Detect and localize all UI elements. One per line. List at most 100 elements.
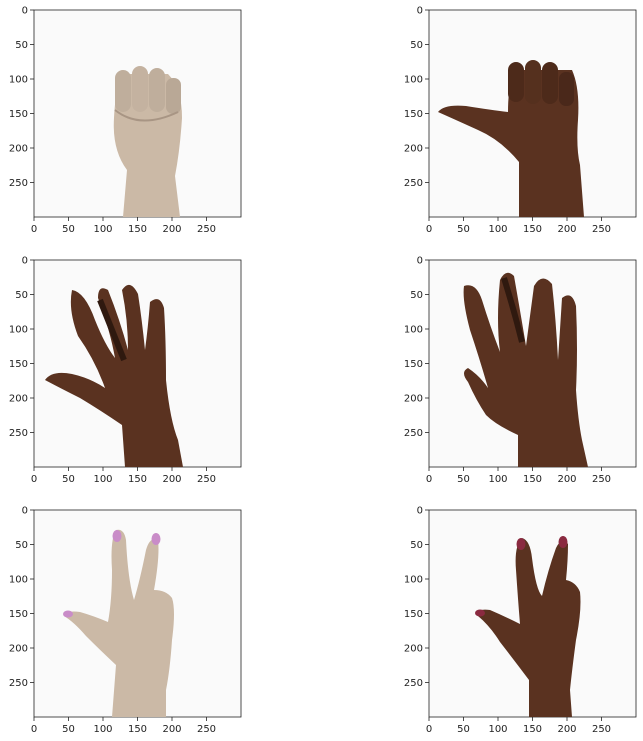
panel-1-svg: 0 50 100 150 200 250 0 50 100 150 200 250 [9, 6, 242, 235]
x-tick-label: 250 [197, 724, 216, 735]
image-panel-6: 0 50 100 150 200 250 0 50 100 150 200 250 [396, 500, 643, 741]
x-tick-label: 150 [128, 474, 147, 485]
panel-1-xaxis: 0 50 100 150 200 250 [31, 217, 216, 235]
panel-3-xaxis: 0 50 100 150 200 250 [31, 467, 216, 485]
hand-paper-dark-2 [463, 272, 588, 467]
y-tick-label: 200 [404, 644, 423, 655]
hand-scissors-light [63, 529, 174, 717]
x-tick-label: 200 [557, 724, 576, 735]
x-tick-label: 0 [426, 724, 432, 735]
image-panel-3: 0 50 100 150 200 250 0 50 100 150 200 250 [0, 250, 300, 490]
panel-5-yaxis: 0 50 100 150 200 250 [9, 506, 34, 689]
y-tick-label: 250 [404, 428, 423, 439]
image-panel-5: 0 50 100 150 200 250 0 50 100 150 200 250 [0, 500, 300, 741]
x-tick-label: 50 [457, 224, 470, 235]
x-tick-label: 250 [592, 224, 611, 235]
x-tick-label: 200 [162, 724, 181, 735]
x-tick-label: 250 [592, 474, 611, 485]
y-tick-label: 100 [9, 75, 28, 86]
y-tick-label: 50 [15, 290, 28, 301]
hand-scissors-dark [475, 536, 581, 717]
y-tick-label: 200 [404, 394, 423, 405]
y-tick-label: 50 [410, 40, 423, 51]
hand-paper-dark-1 [45, 284, 183, 467]
x-tick-label: 200 [162, 474, 181, 485]
y-tick-label: 0 [22, 506, 28, 517]
panel-2-yaxis: 0 50 100 150 200 250 [404, 6, 429, 189]
panel-4-xaxis: 0 50 100 150 200 250 [426, 467, 611, 485]
nail-middle [151, 533, 161, 545]
x-tick-label: 0 [426, 474, 432, 485]
x-tick-label: 200 [557, 224, 576, 235]
x-tick-label: 200 [162, 224, 181, 235]
panel-6-yaxis: 0 50 100 150 200 250 [404, 506, 429, 689]
y-tick-label: 200 [9, 394, 28, 405]
y-tick-label: 100 [404, 575, 423, 586]
nail-thumb [63, 610, 73, 618]
x-tick-label: 0 [31, 474, 37, 485]
y-tick-label: 200 [404, 144, 423, 155]
hand-rock-thumb-dark [438, 60, 584, 217]
y-tick-label: 100 [9, 325, 28, 336]
y-tick-label: 150 [9, 109, 28, 120]
panel-6-svg: 0 50 100 150 200 250 0 50 100 150 200 250 [404, 506, 637, 735]
x-tick-label: 150 [523, 474, 542, 485]
y-tick-label: 50 [410, 540, 423, 551]
x-tick-label: 50 [62, 724, 75, 735]
x-tick-label: 0 [426, 224, 432, 235]
y-tick-label: 50 [15, 40, 28, 51]
y-tick-label: 0 [417, 256, 423, 267]
x-tick-label: 100 [488, 724, 507, 735]
y-tick-label: 150 [404, 359, 423, 370]
panel-3-yaxis: 0 50 100 150 200 250 [9, 256, 34, 439]
y-tick-label: 50 [410, 290, 423, 301]
panel-3-svg: 0 50 100 150 200 250 0 50 100 150 200 250 [9, 256, 242, 485]
x-tick-label: 100 [488, 474, 507, 485]
y-tick-label: 200 [9, 644, 28, 655]
y-tick-label: 150 [404, 609, 423, 620]
panel-4-svg: 0 50 100 150 200 250 0 50 100 150 200 250 [404, 256, 637, 485]
y-tick-label: 250 [9, 428, 28, 439]
x-tick-label: 250 [197, 224, 216, 235]
y-tick-label: 0 [417, 506, 423, 517]
x-tick-label: 50 [457, 474, 470, 485]
y-tick-label: 150 [9, 359, 28, 370]
x-tick-label: 100 [93, 724, 112, 735]
panel-2-svg: 0 50 100 150 200 250 0 50 100 150 200 250 [404, 6, 637, 235]
image-panel-2: 0 50 100 150 200 250 0 50 100 150 200 250 [396, 0, 643, 240]
x-tick-label: 150 [128, 724, 147, 735]
panel-6-xaxis: 0 50 100 150 200 250 [426, 717, 611, 735]
y-tick-label: 0 [22, 6, 28, 17]
x-tick-label: 0 [31, 724, 37, 735]
y-tick-label: 250 [9, 178, 28, 189]
nail-index [516, 538, 526, 550]
y-tick-label: 100 [9, 575, 28, 586]
panel-1-yaxis: 0 50 100 150 200 250 [9, 6, 34, 189]
panel-4-yaxis: 0 50 100 150 200 250 [404, 256, 429, 439]
x-tick-label: 100 [93, 474, 112, 485]
x-tick-label: 50 [62, 224, 75, 235]
x-tick-label: 50 [62, 474, 75, 485]
y-tick-label: 0 [22, 256, 28, 267]
hand-rock-light [113, 66, 182, 217]
x-tick-label: 250 [592, 724, 611, 735]
panel-5-svg: 0 50 100 150 200 250 0 50 100 150 200 250 [9, 506, 242, 735]
image-panel-1: 0 50 100 150 200 250 0 50 100 150 200 250 [0, 0, 300, 240]
x-tick-label: 0 [31, 224, 37, 235]
x-tick-label: 100 [488, 224, 507, 235]
y-tick-label: 50 [15, 540, 28, 551]
nail-index [112, 530, 122, 542]
x-tick-label: 250 [197, 474, 216, 485]
nail-thumb [475, 609, 485, 617]
panel-5-xaxis: 0 50 100 150 200 250 [31, 717, 216, 735]
image-panel-4: 0 50 100 150 200 250 0 50 100 150 200 250 [396, 250, 643, 490]
y-tick-label: 150 [9, 609, 28, 620]
nail-middle [558, 536, 568, 548]
x-tick-label: 100 [93, 224, 112, 235]
y-tick-label: 0 [417, 6, 423, 17]
y-tick-label: 100 [404, 325, 423, 336]
x-tick-label: 150 [523, 724, 542, 735]
y-tick-label: 250 [404, 678, 423, 689]
y-tick-label: 200 [9, 144, 28, 155]
x-tick-label: 150 [128, 224, 147, 235]
